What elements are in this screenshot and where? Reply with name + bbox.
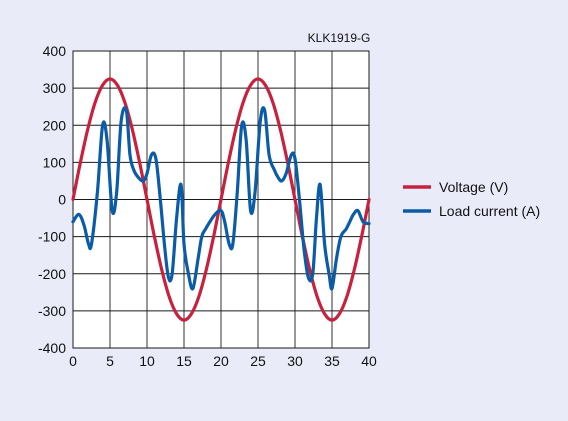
x-tick-label: 30 [287, 353, 303, 369]
series-layer [71, 77, 371, 322]
y-tick-label: 100 [43, 154, 67, 170]
x-tick-label: 15 [176, 353, 192, 369]
y-tick-label: -200 [38, 266, 66, 282]
series-line-1 [71, 106, 371, 291]
x-tick-label: 20 [213, 353, 229, 369]
x-tick-label: 35 [324, 353, 340, 369]
x-tick-label: 0 [69, 353, 77, 369]
y-tick-label: -300 [38, 303, 66, 319]
x-tick-label: 25 [250, 353, 266, 369]
y-tick-label: 0 [58, 192, 66, 208]
y-tick-label: -100 [38, 229, 66, 245]
y-tick-label: -400 [38, 340, 66, 356]
x-tick-label: 5 [106, 353, 114, 369]
y-tick-label: 400 [43, 43, 67, 59]
y-tick-label: 200 [43, 117, 67, 133]
x-tick-label: 10 [139, 353, 155, 369]
legend-label: Load current (A) [439, 203, 540, 219]
y-tick-label: 300 [43, 80, 67, 96]
figure-code-label: KLK1919-G [308, 31, 371, 45]
series-line-0 [71, 77, 371, 322]
x-tick-label: 40 [361, 353, 377, 369]
legend-label: Voltage (V) [439, 179, 508, 195]
legend: Voltage (V) Load current (A) [403, 179, 540, 219]
